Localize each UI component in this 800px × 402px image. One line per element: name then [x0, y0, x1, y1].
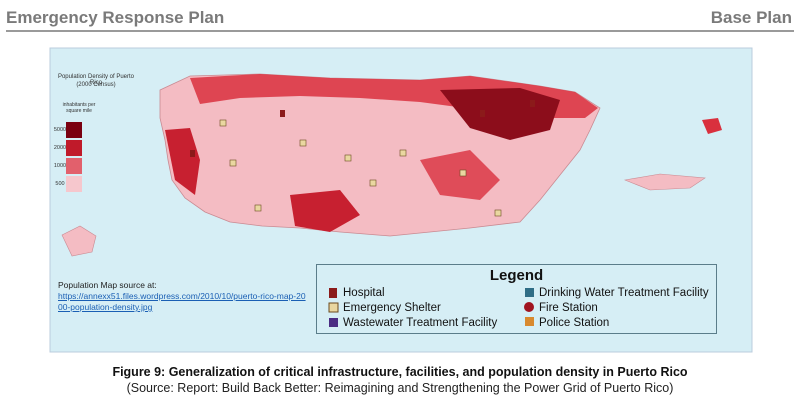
ponce-area — [290, 190, 360, 232]
shelter-icons — [219, 119, 502, 217]
west-coast — [165, 128, 200, 195]
icon-police — [525, 317, 534, 326]
scale-level: 2000 — [53, 145, 67, 151]
legend-icons — [328, 288, 534, 327]
legend-item: Fire Station — [539, 302, 598, 314]
scale-level: 1000 — [53, 163, 67, 169]
icon-drinking-water — [525, 288, 534, 297]
map-title: Population Density of Puerto Rico — [57, 74, 135, 86]
scale-swatch — [66, 140, 82, 156]
legend: Legend Hospital Emergency Shelter Wastew… — [316, 264, 717, 334]
legend-item: Drinking Water Treatment Facility — [539, 287, 709, 299]
scale-level: 500 — [55, 181, 65, 187]
source-link[interactable]: https://annexx51.files.wordpress.com/201… — [58, 291, 306, 312]
header-section: Base Plan — [710, 8, 792, 27]
icon-wastewater — [329, 318, 338, 327]
icon-fire — [524, 302, 534, 312]
legend-item: Hospital — [343, 287, 385, 299]
icon-shelter — [328, 302, 339, 313]
source-note: Population Map source at: https://annexx… — [58, 280, 308, 313]
scale-heading: inhabitants per square mile — [62, 102, 96, 114]
scale-swatch — [66, 176, 82, 192]
hospital-icons — [190, 100, 535, 157]
source-label: Population Map source at: — [58, 280, 157, 290]
culebra — [702, 118, 722, 134]
header-rule — [6, 30, 794, 32]
header-title: Emergency Response Plan — [6, 8, 225, 27]
legend-item: Emergency Shelter — [343, 302, 441, 314]
figure-caption: Figure 9: Generalization of critical inf… — [112, 365, 688, 379]
figure-source: (Source: Report: Build Back Better: Reim… — [126, 381, 674, 395]
vieques — [623, 173, 706, 191]
legend-item: Wastewater Treatment Facility — [343, 317, 498, 329]
icon-hospital — [329, 288, 337, 298]
mona-island — [61, 225, 97, 257]
map-subtitle: (2000 Census) — [76, 82, 116, 88]
legend-title: Legend — [489, 267, 544, 284]
scale-level: 5000 — [53, 127, 67, 133]
scale-swatch — [66, 158, 82, 174]
scale-swatch — [66, 122, 82, 138]
legend-item: Police Station — [539, 317, 610, 329]
